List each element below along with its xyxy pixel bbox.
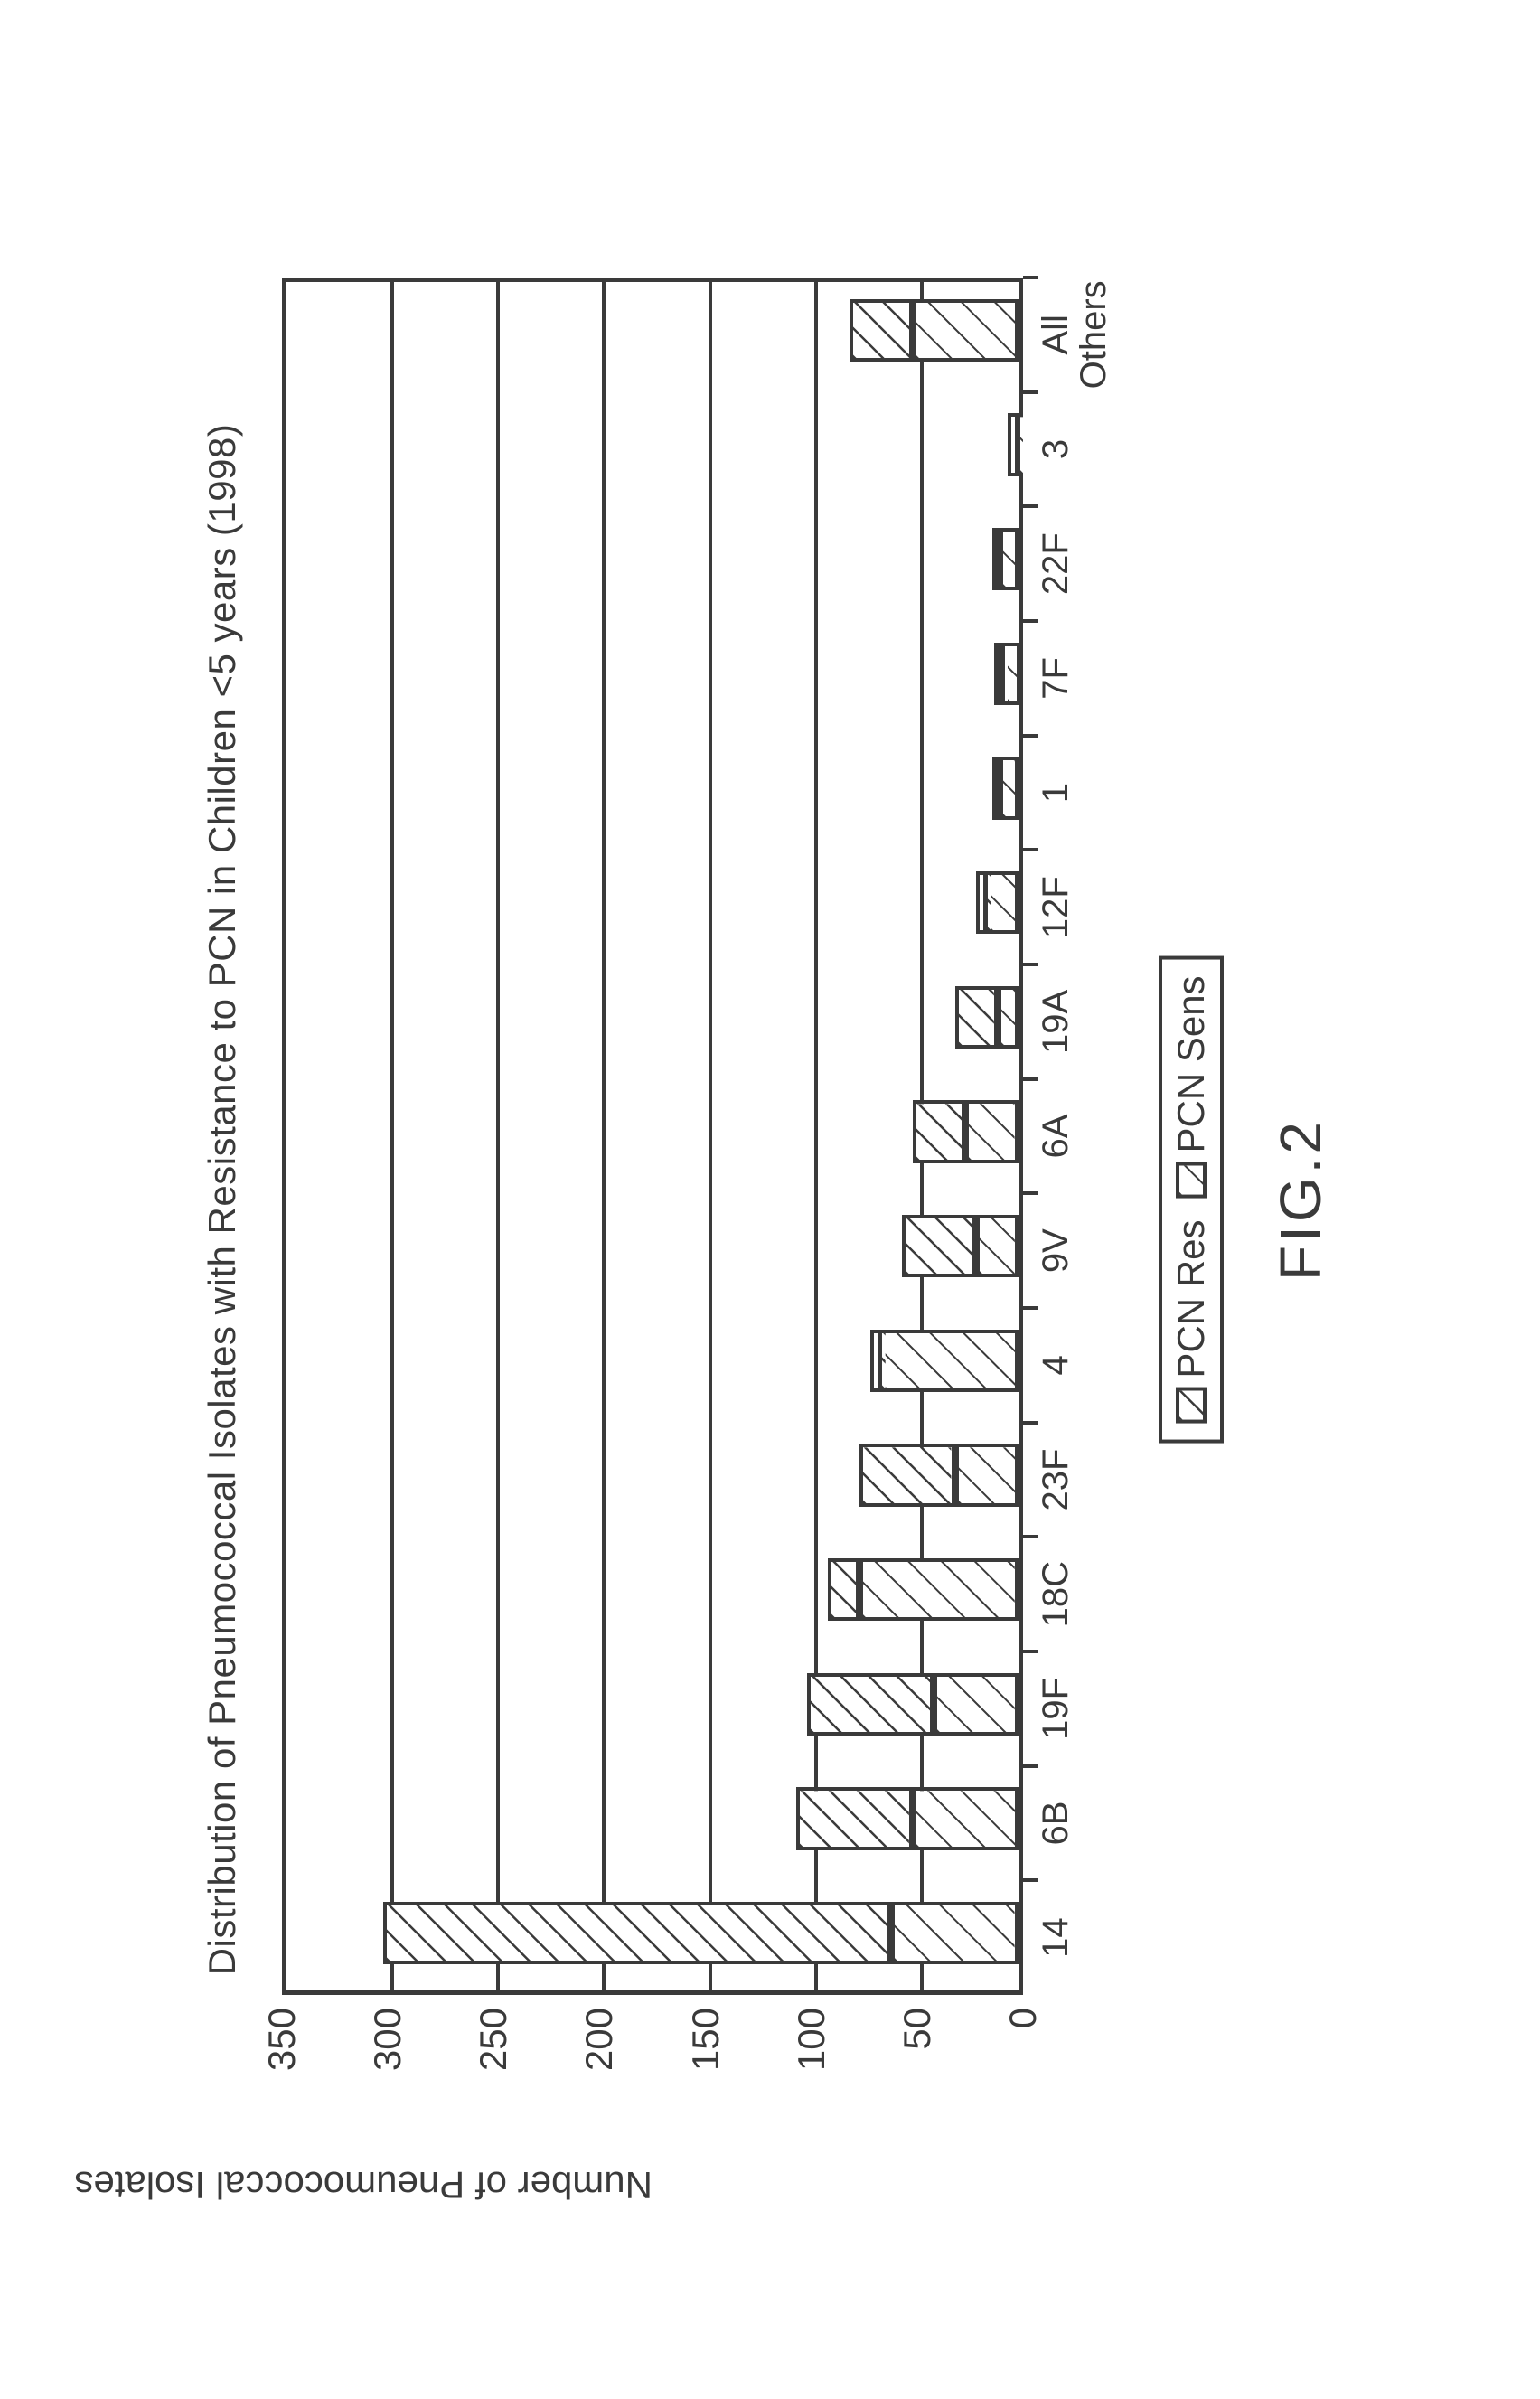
bar-segment-res [850, 299, 913, 362]
bar-segment-res [796, 1787, 913, 1850]
x-tick-mark [1023, 1191, 1038, 1195]
page: Distribution of Pneumococcal Isolates wi… [0, 0, 1540, 2399]
grid-line [496, 282, 500, 1990]
bar-segment-res [955, 986, 998, 1049]
x-tick-mark [1023, 276, 1038, 279]
legend-item-res: PCN Res [1169, 1220, 1213, 1424]
bar-segment-res [870, 1330, 881, 1393]
x-tick-mark [1023, 1764, 1038, 1768]
plot-area [282, 278, 1023, 1995]
x-tick-mark [1023, 1650, 1038, 1653]
grid-line [602, 282, 606, 1990]
bar-segment-sens [965, 1100, 1019, 1163]
bar-segment-res [859, 1444, 954, 1507]
bar-segment-res [992, 757, 1000, 820]
rotated-figure-wrapper: Distribution of Pneumococcal Isolates wi… [183, 205, 1357, 2194]
bar-segment-sens [859, 1558, 1019, 1622]
bar-segment-sens [891, 1902, 1019, 1965]
bar-segment-sens [955, 1444, 1019, 1507]
y-tick-label: 250 [472, 2008, 515, 2188]
bar-segment-res [994, 643, 1001, 706]
x-tick-mark [1023, 1535, 1038, 1538]
grid-line [709, 282, 712, 1990]
grid-line [390, 282, 394, 1990]
legend-swatch-res [1176, 1388, 1207, 1424]
bar-segment-sens [976, 1215, 1019, 1278]
y-tick-label: 50 [896, 2008, 939, 2188]
x-tick-mark [1023, 1878, 1038, 1882]
x-tick-mark [1023, 1306, 1038, 1310]
bar-segment-sens [913, 299, 1019, 362]
bar-segment-sens [913, 1787, 1019, 1850]
x-tick-mark [1023, 619, 1038, 623]
x-tick-mark [1023, 504, 1038, 508]
x-tick-mark [1023, 1077, 1038, 1081]
x-tick-mark [1023, 390, 1038, 394]
legend-swatch-sens [1176, 1162, 1207, 1199]
bar-segment-res [976, 871, 987, 935]
legend-label-sens: PCN Sens [1169, 975, 1213, 1152]
y-tick-label: 100 [790, 2008, 833, 2188]
bar-segment-res [828, 1558, 859, 1622]
y-axis-label: Number of Pneumococcal Isolates [74, 2163, 653, 2206]
x-tick-mark [1023, 1421, 1038, 1425]
bar-segment-sens [881, 1330, 1019, 1393]
chart-title: Distribution of Pneumococcal Isolates wi… [201, 205, 244, 2194]
y-tick-label: 0 [1001, 2008, 1045, 2188]
bar-segment-res [902, 1215, 976, 1278]
figure: Distribution of Pneumococcal Isolates wi… [183, 205, 1357, 2194]
y-tick-label: 150 [684, 2008, 728, 2188]
bar-segment-sens [934, 1673, 1019, 1736]
y-tick-label: 200 [578, 2008, 621, 2188]
x-tick-mark [1023, 734, 1038, 738]
legend-label-res: PCN Res [1169, 1220, 1213, 1378]
bar-segment-sens [1008, 413, 1019, 476]
bar-segment-res [383, 1902, 891, 1965]
x-tick-mark [1023, 848, 1038, 851]
x-tick-label: AllOthers [1037, 266, 1113, 403]
figure-caption: FIG.2 [1267, 205, 1334, 2194]
bar-segment-res [913, 1100, 966, 1163]
bar-segment-sens [998, 986, 1019, 1049]
y-tick-label: 350 [260, 2008, 304, 2188]
legend-item-sens: PCN Sens [1169, 975, 1213, 1198]
bar-segment-res [807, 1673, 934, 1736]
legend: PCN Res PCN Sens [1159, 955, 1224, 1443]
bar-segment-res [992, 528, 1000, 591]
x-tick-mark [1023, 963, 1038, 966]
y-tick-label: 300 [366, 2008, 409, 2188]
